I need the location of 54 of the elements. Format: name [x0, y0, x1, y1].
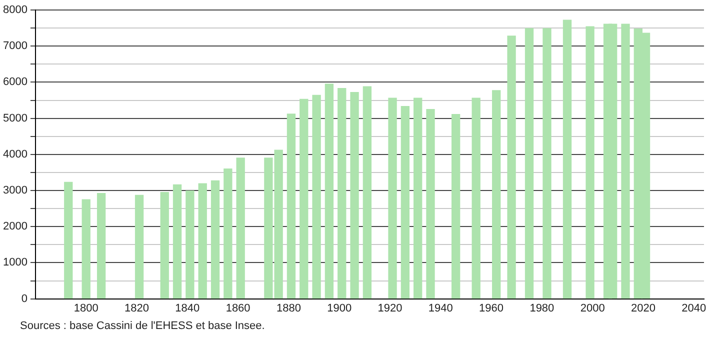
x-tick-label: 2000 — [580, 302, 605, 314]
x-tick-label: 1980 — [530, 302, 554, 314]
x-tick-label: 1840 — [175, 302, 200, 314]
bar — [160, 192, 169, 299]
y-tick-label: 1000 — [2, 256, 28, 269]
bar — [210, 180, 220, 299]
bar — [507, 36, 516, 299]
bar — [400, 106, 410, 299]
bar — [324, 84, 334, 299]
x-tick-label: 1940 — [428, 302, 453, 314]
bar — [542, 28, 552, 299]
x-tick-label: 1900 — [327, 302, 352, 314]
x-tick-label: 1960 — [479, 302, 504, 314]
y-tick-label: 4000 — [2, 148, 28, 160]
bar — [426, 108, 435, 299]
bar — [492, 90, 501, 299]
bar — [452, 114, 460, 299]
bar — [286, 114, 296, 299]
bar — [198, 183, 207, 299]
bar — [362, 86, 372, 299]
x-tick-label: 2040 — [682, 302, 706, 314]
y-tick-label: 8000 — [2, 4, 28, 16]
bar — [338, 88, 346, 299]
bar — [524, 28, 534, 299]
bar — [621, 24, 630, 299]
bar — [134, 194, 144, 299]
y-tick-label: 6000 — [2, 76, 28, 88]
bar — [186, 190, 194, 299]
bar — [350, 92, 359, 299]
y-tick-label: 0 — [21, 292, 28, 305]
bar — [472, 98, 480, 299]
x-tick-label: 1860 — [226, 302, 250, 314]
bar — [82, 199, 90, 299]
bar — [172, 184, 182, 299]
y-tick-label: 3000 — [2, 184, 28, 197]
x-tick-label: 1820 — [124, 302, 150, 314]
bar — [236, 158, 245, 299]
y-tick-label: 7000 — [2, 40, 28, 52]
bar — [414, 98, 422, 299]
x-tick-label: 2020 — [630, 302, 656, 314]
bar — [64, 182, 73, 299]
bar — [388, 98, 397, 299]
bar — [562, 20, 572, 299]
x-tick-label: 1920 — [378, 302, 402, 314]
bar — [586, 26, 594, 299]
x-tick-label: 1800 — [74, 302, 98, 314]
source-note: Sources : base Cassini de l'EHESS et base Insee. — [20, 320, 265, 332]
bar — [300, 98, 308, 299]
bar — [224, 168, 232, 299]
y-tick-label: 2000 — [2, 220, 28, 233]
bar — [96, 193, 106, 299]
bar — [312, 94, 321, 299]
x-tick-label: 1880 — [276, 302, 301, 314]
y-tick-label: 5000 — [2, 112, 28, 124]
